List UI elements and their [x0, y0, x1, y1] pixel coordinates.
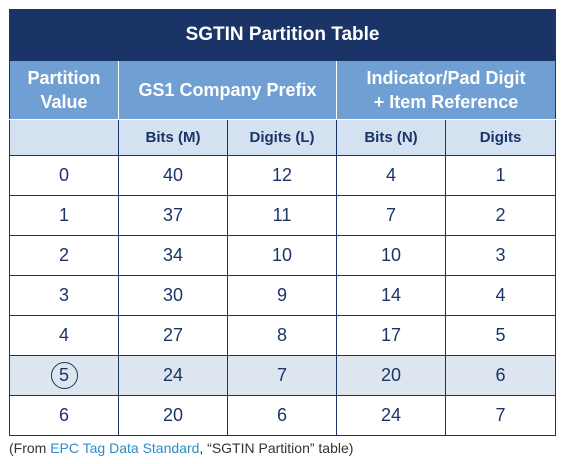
partition-cell: 6: [9, 395, 119, 436]
partition-value-header: Partition Value: [9, 60, 119, 120]
item-header-line2: + Item Reference: [373, 92, 519, 112]
bits-m-cell: 34: [118, 235, 228, 276]
sgtin-partition-table-container: SGTIN Partition Table Partition Value GS…: [8, 9, 557, 436]
sub-header-empty: [9, 119, 119, 156]
bits-n-cell: 20: [336, 355, 446, 396]
digits-l-cell: 6: [227, 395, 337, 436]
sub-header-digits: Digits: [444, 119, 557, 156]
table-title: SGTIN Partition Table: [8, 9, 557, 61]
partition-cell: 0: [9, 155, 119, 196]
table-row: 6 20 6 24 7: [9, 395, 557, 436]
sub-header-row: Bits (M) Digits (L) Bits (N) Digits: [9, 119, 557, 156]
caption-prefix: (From: [9, 440, 51, 456]
digits-l-cell: 11: [227, 195, 337, 236]
table-row: 1 37 11 7 2: [9, 195, 557, 236]
partition-cell: 5: [9, 355, 119, 396]
bits-n-cell: 14: [336, 275, 446, 316]
item-reference-header: Indicator/Pad Digit + Item Reference: [335, 60, 557, 120]
sub-header-bits-m: Bits (M): [118, 119, 228, 156]
sgtin-partition-table: SGTIN Partition Table Partition Value GS…: [8, 9, 557, 436]
sub-header-digits-l: Digits (L): [227, 119, 337, 156]
digits-cell: 6: [444, 355, 557, 396]
partition-circle-marker: 5: [50, 362, 78, 389]
partition-cell: 1: [9, 195, 119, 236]
bits-n-cell: 17: [336, 315, 446, 356]
partition-header-line1: Partition: [27, 68, 101, 88]
partition-cell: 4: [9, 315, 119, 356]
table-row: 0 40 12 4 1: [9, 155, 557, 196]
digits-l-cell: 10: [227, 235, 337, 276]
digits-l-cell: 8: [227, 315, 337, 356]
bits-n-cell: 24: [336, 395, 446, 436]
digits-l-cell: 12: [227, 155, 337, 196]
digits-cell: 4: [444, 275, 557, 316]
digits-l-cell: 9: [227, 275, 337, 316]
bits-m-cell: 20: [118, 395, 228, 436]
item-header-line1: Indicator/Pad Digit: [366, 68, 526, 88]
table-row-highlighted: 5 24 7 20 6: [9, 355, 557, 396]
bits-m-cell: 40: [118, 155, 228, 196]
bits-m-cell: 24: [118, 355, 228, 396]
digits-cell: 3: [444, 235, 557, 276]
digits-l-cell: 7: [227, 355, 337, 396]
group-header-row: Partition Value GS1 Company Prefix Indic…: [9, 60, 557, 120]
caption-suffix: , “SGTIN Partition” table): [199, 440, 354, 456]
partition-header-line2: Value: [40, 92, 88, 112]
sub-header-bits-n: Bits (N): [336, 119, 446, 156]
digits-cell: 5: [444, 315, 557, 356]
bits-m-cell: 27: [118, 315, 228, 356]
bits-n-cell: 7: [336, 195, 446, 236]
source-caption: (From EPC Tag Data Standard, “SGTIN Part…: [9, 440, 353, 456]
partition-cell: 3: [9, 275, 119, 316]
table-row: 4 27 8 17 5: [9, 315, 557, 356]
table-row: 3 30 9 14 4: [9, 275, 557, 316]
digits-cell: 7: [444, 395, 557, 436]
epc-standard-link[interactable]: EPC Tag Data Standard: [50, 440, 200, 456]
bits-n-cell: 10: [336, 235, 446, 276]
company-prefix-header: GS1 Company Prefix: [118, 60, 337, 120]
bits-n-cell: 4: [336, 155, 446, 196]
title-row: SGTIN Partition Table: [8, 9, 557, 61]
digits-cell: 2: [444, 195, 557, 236]
partition-cell: 2: [9, 235, 119, 276]
table-row: 2 34 10 10 3: [9, 235, 557, 276]
bits-m-cell: 37: [118, 195, 228, 236]
digits-cell: 1: [444, 155, 557, 196]
bits-m-cell: 30: [118, 275, 228, 316]
